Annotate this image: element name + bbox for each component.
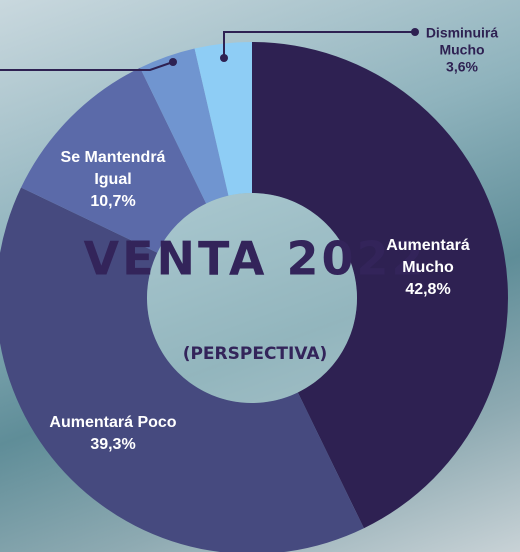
chart: VENTA 2022 (PERSPECTIVA) Aumentará Mucho… xyxy=(0,0,520,552)
category-label: Disminuirá Mucho xyxy=(407,25,517,59)
value-label: 39,3% xyxy=(48,434,178,456)
value-label: 3,6% xyxy=(407,59,517,76)
value-label: 10,7% xyxy=(48,191,178,213)
category-label: Aumentará Poco xyxy=(48,412,178,434)
callout-dot xyxy=(169,58,177,66)
callout-dot xyxy=(220,54,228,62)
category-label: Se Mantendrá Igual xyxy=(48,147,178,191)
value-label: 42,8% xyxy=(363,279,493,301)
category-label: Aumentará Mucho xyxy=(363,235,493,279)
chart-subtitle: (PERSPECTIVA) xyxy=(183,344,328,364)
donut-hole xyxy=(147,193,357,403)
